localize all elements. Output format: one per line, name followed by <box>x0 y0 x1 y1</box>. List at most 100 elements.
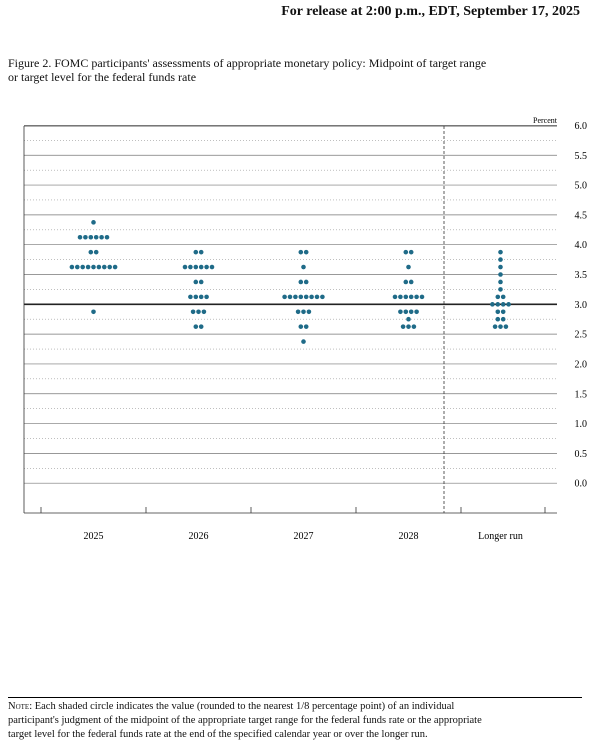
dot <box>411 324 417 329</box>
dot <box>495 309 501 315</box>
y-tick-label: 3.5 <box>575 270 588 281</box>
dot <box>408 279 414 285</box>
dot <box>403 249 409 255</box>
dot <box>91 309 96 315</box>
dot <box>193 294 199 300</box>
dot <box>403 309 409 315</box>
dot <box>193 324 199 329</box>
dot <box>406 316 411 322</box>
dot <box>303 324 309 329</box>
x-tick-label: 2027 <box>294 531 314 542</box>
release-header: For release at 2:00 p.m., EDT, September… <box>281 4 580 19</box>
dot <box>303 249 309 255</box>
dot <box>398 294 403 300</box>
dot <box>498 272 503 277</box>
dot <box>414 294 419 300</box>
dot <box>102 264 107 270</box>
figure-title-line: or target level for the federal funds ra… <box>8 70 197 84</box>
dot <box>88 249 94 255</box>
dot <box>201 309 207 315</box>
dot <box>298 324 304 329</box>
y-tick-label: 0.5 <box>575 449 588 460</box>
dot <box>293 294 298 300</box>
y-tick-label: 1.0 <box>575 419 588 430</box>
dot <box>204 264 209 270</box>
dot <box>500 316 506 322</box>
dot <box>198 324 204 329</box>
dot <box>91 220 96 225</box>
dot <box>500 294 506 300</box>
dot <box>295 309 301 315</box>
dot <box>398 309 403 315</box>
dot <box>298 249 304 255</box>
y-tick-label: 6.0 <box>575 121 588 132</box>
dot <box>303 294 309 300</box>
dot <box>188 294 193 300</box>
dot <box>498 264 503 270</box>
dot <box>498 324 503 329</box>
dot <box>104 234 110 240</box>
dot <box>309 294 314 300</box>
dot <box>198 294 204 300</box>
dot <box>193 264 199 270</box>
dot <box>198 264 204 270</box>
x-tick-label: Longer run <box>478 531 523 542</box>
dot <box>406 264 411 270</box>
dot <box>498 249 503 255</box>
dot <box>193 249 199 255</box>
dot <box>301 264 306 270</box>
dot <box>188 264 193 270</box>
dot <box>408 294 414 300</box>
dot <box>198 249 204 255</box>
note-label: Note: <box>8 701 33 712</box>
dot <box>320 294 325 300</box>
dot <box>83 234 88 240</box>
dot <box>91 264 96 270</box>
dot <box>69 264 75 270</box>
dot <box>403 279 409 285</box>
dot <box>77 234 83 240</box>
dot <box>492 324 498 329</box>
dot <box>495 302 501 307</box>
dot <box>107 264 112 270</box>
x-tick-label: 2026 <box>189 531 209 542</box>
y-tick-label: 4.5 <box>575 210 588 221</box>
dot <box>287 294 293 300</box>
figure-title-line: Figure 2. FOMC participants' assessments… <box>8 56 487 70</box>
dot <box>93 234 99 240</box>
dot <box>85 264 91 270</box>
x-tick-label: 2025 <box>84 531 104 542</box>
dot <box>498 287 503 292</box>
dot <box>80 264 85 270</box>
dot <box>301 339 306 344</box>
dot <box>500 309 506 315</box>
dot <box>498 257 503 262</box>
dot <box>301 309 306 315</box>
note-text: Each shaded circle indicates the value (… <box>34 701 455 712</box>
x-tick-label: 2028 <box>399 531 419 542</box>
note: Note: Each shaded circle indicates the v… <box>8 697 582 742</box>
dot <box>408 249 414 255</box>
dot <box>196 309 201 315</box>
dot <box>190 309 196 315</box>
y-tick-label: 5.5 <box>575 151 588 162</box>
dot <box>96 264 102 270</box>
dot <box>490 302 495 307</box>
dot <box>392 294 398 300</box>
y-tick-label: 2.5 <box>575 330 588 341</box>
dot <box>314 294 320 300</box>
dot <box>503 324 509 329</box>
note-line: participant's judgment of the midpoint o… <box>8 715 482 726</box>
dot <box>400 324 406 329</box>
dot <box>406 324 411 329</box>
dot <box>99 234 104 240</box>
dot <box>306 309 312 315</box>
dot <box>204 294 209 300</box>
dot <box>88 234 94 240</box>
dot <box>419 294 425 300</box>
dot <box>500 302 506 307</box>
dot <box>414 309 419 315</box>
dot <box>182 264 188 270</box>
dot <box>303 279 309 285</box>
